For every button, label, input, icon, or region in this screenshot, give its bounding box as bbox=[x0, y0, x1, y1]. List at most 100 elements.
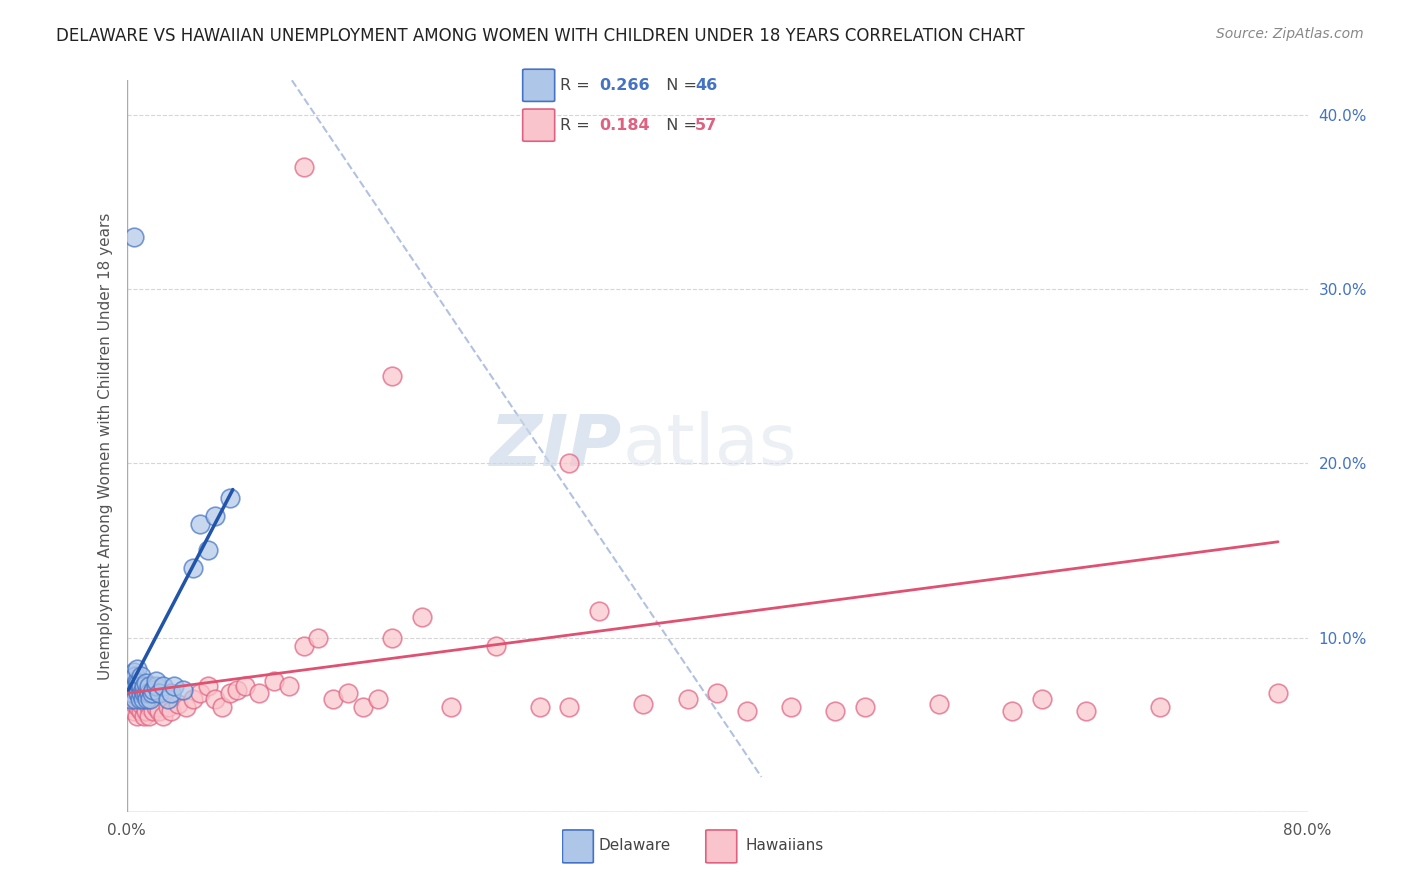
Point bbox=[124, 679, 146, 693]
Point bbox=[129, 679, 153, 693]
Point bbox=[145, 700, 167, 714]
Text: Delaware: Delaware bbox=[599, 838, 671, 853]
Point bbox=[134, 679, 156, 693]
Text: ZIP: ZIP bbox=[491, 411, 623, 481]
Point bbox=[853, 700, 876, 714]
Point bbox=[142, 704, 165, 718]
Point bbox=[118, 691, 141, 706]
Point bbox=[138, 700, 160, 714]
Point bbox=[204, 691, 226, 706]
Point bbox=[197, 543, 219, 558]
Point bbox=[588, 604, 610, 618]
Text: DELAWARE VS HAWAIIAN UNEMPLOYMENT AMONG WOMEN WITH CHILDREN UNDER 18 YEARS CORRE: DELAWARE VS HAWAIIAN UNEMPLOYMENT AMONG … bbox=[56, 27, 1025, 45]
Point bbox=[780, 700, 803, 714]
Text: R =: R = bbox=[560, 78, 595, 93]
Point bbox=[160, 686, 183, 700]
Point bbox=[156, 700, 179, 714]
Point bbox=[204, 508, 226, 523]
Point bbox=[127, 686, 149, 700]
Point bbox=[249, 686, 271, 700]
FancyBboxPatch shape bbox=[523, 70, 554, 102]
Point bbox=[381, 631, 404, 645]
Point bbox=[124, 669, 146, 683]
Point bbox=[122, 230, 145, 244]
Point bbox=[135, 676, 157, 690]
Point bbox=[125, 662, 148, 676]
Point bbox=[633, 697, 655, 711]
Point bbox=[138, 686, 160, 700]
Point bbox=[132, 682, 155, 697]
Text: Source: ZipAtlas.com: Source: ZipAtlas.com bbox=[1216, 27, 1364, 41]
Point bbox=[129, 686, 153, 700]
Point bbox=[676, 691, 699, 706]
Point bbox=[928, 697, 950, 711]
FancyBboxPatch shape bbox=[562, 830, 593, 863]
Point bbox=[125, 682, 148, 697]
Point bbox=[129, 669, 153, 683]
Text: R =: R = bbox=[560, 118, 595, 133]
FancyBboxPatch shape bbox=[706, 830, 737, 863]
Point bbox=[558, 457, 581, 471]
Point bbox=[219, 686, 242, 700]
Point bbox=[278, 679, 301, 693]
Point bbox=[181, 691, 204, 706]
Point bbox=[132, 691, 155, 706]
Point bbox=[1267, 686, 1289, 700]
Text: 0.266: 0.266 bbox=[599, 78, 650, 93]
Point bbox=[1149, 700, 1171, 714]
Point bbox=[127, 700, 149, 714]
Point bbox=[125, 709, 148, 723]
Point bbox=[128, 691, 150, 706]
Point bbox=[129, 704, 153, 718]
Text: 57: 57 bbox=[695, 118, 717, 133]
Point bbox=[145, 679, 167, 693]
Point bbox=[735, 704, 758, 718]
Point bbox=[122, 674, 145, 689]
Point bbox=[163, 679, 186, 693]
Point bbox=[125, 674, 148, 689]
Point bbox=[141, 686, 163, 700]
Point bbox=[367, 691, 389, 706]
Point bbox=[138, 679, 160, 693]
Point bbox=[142, 682, 165, 697]
Point bbox=[706, 686, 728, 700]
Text: N =: N = bbox=[655, 78, 702, 93]
Y-axis label: Unemployment Among Women with Children Under 18 years: Unemployment Among Women with Children U… bbox=[97, 212, 112, 680]
Point bbox=[174, 700, 197, 714]
Point bbox=[139, 691, 162, 706]
Point bbox=[135, 704, 157, 718]
Point bbox=[118, 674, 141, 689]
Point bbox=[337, 686, 360, 700]
Point bbox=[134, 686, 156, 700]
Point bbox=[135, 686, 157, 700]
Point bbox=[233, 679, 256, 693]
Point bbox=[172, 682, 194, 697]
Point bbox=[152, 709, 174, 723]
Point bbox=[121, 679, 143, 693]
Point bbox=[121, 686, 143, 700]
Text: N =: N = bbox=[655, 118, 702, 133]
Point bbox=[120, 691, 142, 706]
Point bbox=[148, 704, 170, 718]
Point bbox=[381, 369, 404, 384]
Point bbox=[1001, 704, 1024, 718]
Point bbox=[352, 700, 374, 714]
Point bbox=[145, 674, 167, 689]
Point bbox=[1031, 691, 1053, 706]
Point bbox=[440, 700, 463, 714]
Point bbox=[134, 709, 156, 723]
Point bbox=[160, 704, 183, 718]
Point bbox=[127, 676, 149, 690]
Point bbox=[308, 631, 330, 645]
Point bbox=[156, 691, 179, 706]
Point bbox=[167, 697, 190, 711]
Point bbox=[411, 609, 433, 624]
Point bbox=[529, 700, 551, 714]
Point bbox=[188, 686, 212, 700]
Point bbox=[122, 665, 145, 680]
Point bbox=[558, 700, 581, 714]
Point bbox=[122, 682, 145, 697]
Text: atlas: atlas bbox=[623, 411, 797, 481]
Point bbox=[181, 561, 204, 575]
Point bbox=[188, 517, 212, 532]
